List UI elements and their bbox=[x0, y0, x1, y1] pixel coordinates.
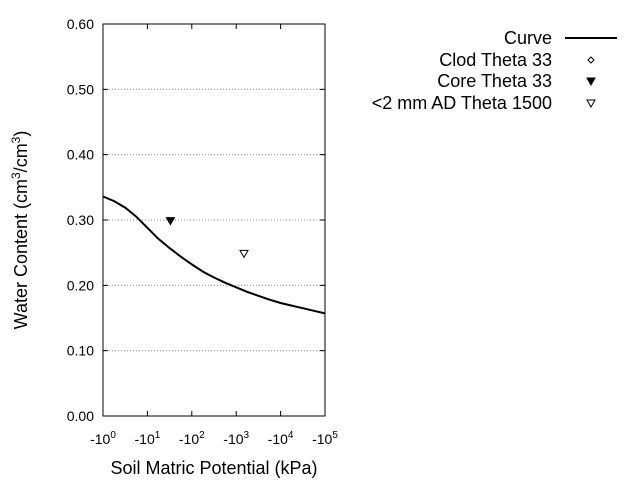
legend-label: Core Theta 33 bbox=[437, 71, 552, 91]
y-axis-title: Water Content (cm3/cm3) bbox=[9, 131, 31, 330]
legend-label: Clod Theta 33 bbox=[439, 50, 552, 70]
data-point bbox=[165, 217, 176, 226]
y-tick-label: 0.10 bbox=[67, 343, 94, 359]
curve-line bbox=[102, 195, 326, 315]
y-tick-label: 0.00 bbox=[67, 408, 94, 424]
x-tick-label: -103 bbox=[223, 430, 249, 447]
x-tick-label: -104 bbox=[268, 430, 294, 447]
legend-marker bbox=[586, 77, 596, 87]
series-points bbox=[165, 217, 249, 259]
legend-label: <2 mm AD Theta 1500 bbox=[372, 93, 552, 113]
y-tick-label: 0.20 bbox=[67, 277, 94, 293]
legend-marker bbox=[587, 56, 595, 64]
x-axis-title: Soil Matric Potential (kPa) bbox=[110, 458, 317, 478]
y-tick-label: 0.60 bbox=[67, 16, 94, 32]
x-tick-label: -102 bbox=[179, 430, 205, 447]
y-axis-ticks: 0.00 0.10 0.20 0.30 0.40 0.50 0.60 bbox=[67, 16, 325, 424]
y-tick-label: 0.30 bbox=[67, 212, 94, 228]
x-tick-label: -101 bbox=[135, 430, 161, 447]
series-curve bbox=[102, 195, 326, 315]
y-tick-label: 0.40 bbox=[67, 147, 94, 163]
y-tick-label: 0.50 bbox=[67, 81, 94, 97]
x-tick-label: -100 bbox=[90, 430, 116, 447]
legend-label: Curve bbox=[504, 28, 552, 48]
x-axis-ticks: -100 -101 -102 -103 -104 -105 bbox=[90, 24, 338, 447]
x-tick-label: -105 bbox=[312, 430, 338, 447]
data-point bbox=[239, 249, 249, 259]
legend-marker bbox=[586, 99, 596, 109]
